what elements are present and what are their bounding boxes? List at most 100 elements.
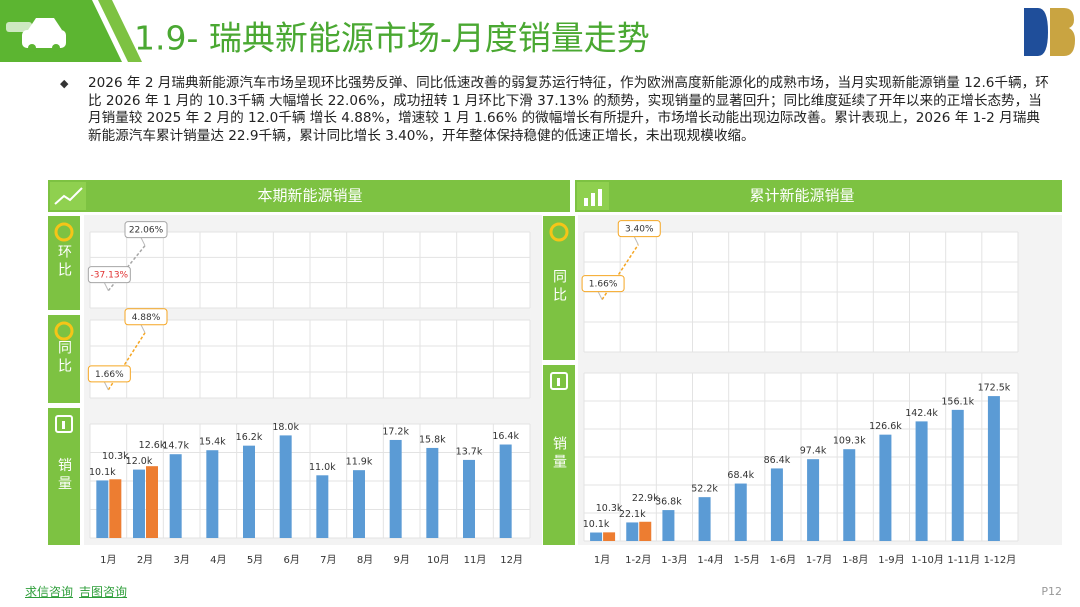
data-label: 22.1k — [619, 509, 646, 520]
x-tick-label: 4月 — [210, 554, 226, 566]
callout — [633, 236, 639, 245]
car-icon — [6, 18, 66, 52]
bullet: ◆ — [60, 77, 69, 90]
bar — [879, 434, 892, 541]
bar — [426, 447, 439, 538]
bar — [206, 450, 219, 538]
data-label-box — [87, 266, 131, 284]
data-label: 15.8k — [419, 434, 446, 445]
side-label: 同比 — [551, 269, 567, 305]
side-label: 销量 — [551, 436, 567, 472]
side-icon — [55, 415, 73, 433]
bar — [987, 396, 1000, 541]
data-label: 14.7k — [162, 441, 189, 452]
x-tick-label: 11月 — [464, 554, 487, 566]
data-label: 142.4k — [905, 408, 938, 419]
data-label: 12.6k — [139, 440, 166, 451]
side-icon — [549, 222, 569, 242]
page-number: P12 — [1041, 585, 1062, 598]
x-tick-label: 1-12月 — [984, 554, 1017, 566]
bar — [639, 521, 652, 541]
callout — [103, 381, 109, 391]
x-tick-label: 6月 — [283, 554, 299, 566]
side-label: 同比 — [56, 340, 72, 376]
data-label: 16.2k — [236, 432, 263, 443]
bar — [316, 475, 329, 538]
data-label: 16.4k — [492, 431, 519, 442]
data-label: 11.0k — [309, 462, 336, 473]
x-tick-label: 2月 — [137, 554, 153, 566]
bar — [243, 445, 255, 538]
data-label-box — [87, 365, 131, 383]
data-label: 97.4k — [800, 446, 827, 457]
data-label: 36.8k — [655, 497, 682, 508]
bar — [389, 439, 402, 538]
panel-header — [575, 180, 1062, 212]
x-tick-label: 1-7月 — [806, 554, 832, 566]
data-label: 10.3k — [596, 503, 623, 514]
panel-title: 累计新能源销量 — [749, 187, 854, 205]
data-label: 13.7k — [456, 446, 483, 457]
bar — [915, 421, 928, 541]
data-label: 11.9k — [346, 457, 373, 468]
side-label-box — [48, 216, 80, 310]
bar — [662, 510, 675, 541]
data-label: 1.66% — [589, 280, 618, 290]
data-label: 3.40% — [625, 225, 654, 235]
data-label: 156.1k — [941, 396, 974, 407]
x-tick-label: 10月 — [427, 554, 450, 566]
callout — [140, 324, 146, 333]
x-tick-label: 1-11月 — [947, 554, 980, 566]
bar — [807, 459, 820, 541]
bar — [603, 532, 616, 541]
x-tick-label: 1月 — [100, 554, 116, 566]
data-label: -37.13% — [91, 271, 129, 281]
callout — [103, 282, 109, 291]
data-label: 15.4k — [199, 437, 226, 448]
bar — [499, 444, 512, 538]
bar — [133, 469, 145, 538]
footer-link[interactable]: 求信咨询 — [25, 585, 74, 599]
bar — [734, 483, 747, 541]
data-label-box — [124, 308, 168, 326]
bar — [109, 479, 122, 538]
x-tick-label: 1-10月 — [911, 554, 944, 566]
x-tick-label: 1月 — [594, 554, 610, 566]
data-label: 52.2k — [691, 484, 718, 495]
panel-icon-bg — [50, 182, 86, 210]
data-label-box — [581, 275, 625, 293]
bar — [353, 470, 365, 538]
side-icon — [550, 372, 568, 390]
panel-icon — [584, 189, 602, 206]
data-label: 17.2k — [382, 426, 409, 437]
bar — [951, 409, 964, 541]
data-label: 4.88% — [132, 313, 161, 323]
footer-links: 求信咨询 吉图咨询 — [25, 583, 133, 600]
side-label-box — [543, 365, 575, 545]
data-label: 22.9k — [632, 493, 659, 504]
bar — [626, 522, 639, 541]
x-tick-label: 5月 — [247, 554, 263, 566]
x-tick-label: 7月 — [320, 554, 336, 566]
bar — [146, 466, 158, 538]
bar — [843, 449, 856, 541]
callout — [597, 291, 603, 300]
data-label: 1.66% — [95, 370, 124, 380]
data-label: 10.1k — [583, 519, 610, 530]
footer-link[interactable]: 吉图咨询 — [79, 585, 128, 599]
side-icon — [62, 421, 65, 429]
x-tick-label: 8月 — [357, 554, 373, 566]
data-label: 86.4k — [764, 455, 791, 466]
bar — [590, 532, 603, 541]
x-tick-label: 1-3月 — [661, 554, 687, 566]
data-label: 109.3k — [833, 436, 866, 447]
bar — [169, 454, 182, 538]
bar — [698, 497, 711, 541]
side-label-box — [48, 315, 80, 403]
slide-title: 1.9- 瑞典新能源市场-月度销量走势 — [134, 19, 650, 58]
panel-icon — [54, 187, 83, 205]
summary-text: 2026 年 2 月瑞典新能源汽车市场呈现环比强势反弹、同比低速改善的弱复苏运行… — [88, 75, 1049, 144]
data-label: 22.06% — [129, 226, 164, 236]
